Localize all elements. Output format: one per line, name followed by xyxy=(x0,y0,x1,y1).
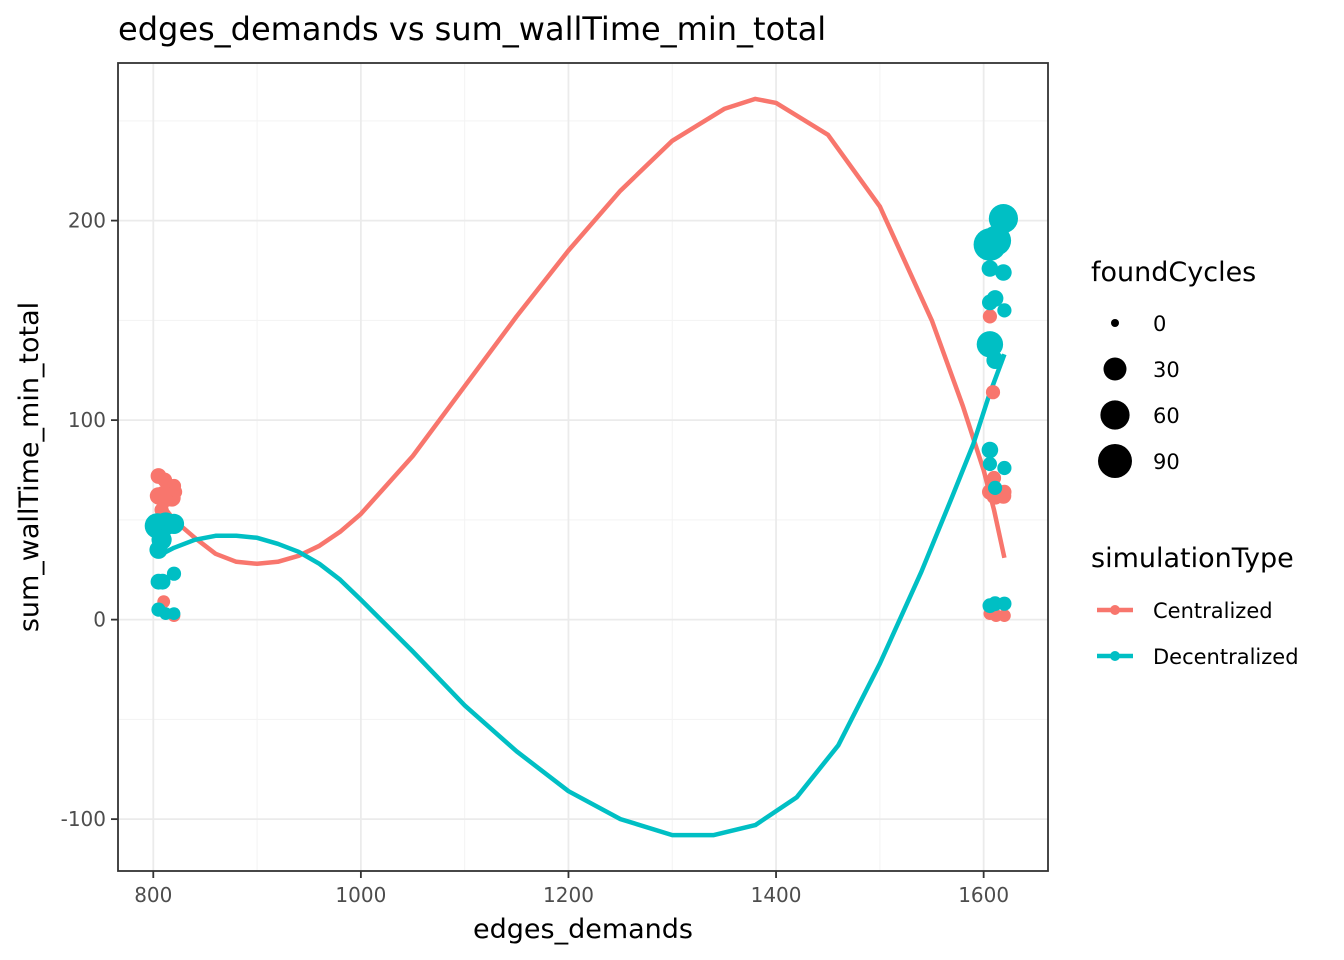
y-tick-label: 100 xyxy=(68,408,106,432)
data-point-centralized xyxy=(998,609,1011,622)
color-legend: simulationType Centralized Decentralized xyxy=(1091,543,1299,669)
major-gridlines xyxy=(118,63,1048,871)
data-point-decentralized xyxy=(976,331,1004,358)
data-point-decentralized xyxy=(154,573,171,590)
x-tick-label: 800 xyxy=(134,883,172,907)
y-tick-label: 200 xyxy=(68,209,106,233)
color-legend-label: Decentralized xyxy=(1153,645,1299,669)
x-axis-title: edges_demands xyxy=(473,914,693,945)
size-legend-key xyxy=(1111,319,1119,327)
plot-panel xyxy=(117,62,1049,872)
data-point-decentralized xyxy=(982,456,998,472)
x-tick-label: 1600 xyxy=(958,883,1009,907)
data-point-centralized xyxy=(982,309,998,324)
data-point-decentralized xyxy=(166,566,182,581)
data-point-decentralized xyxy=(973,228,1007,261)
y-axis-title: sum_wallTime_min_total xyxy=(14,302,45,632)
chart-title: edges_demands vs sum_wallTime_min_total xyxy=(118,10,826,48)
data-point-decentralized xyxy=(167,607,181,620)
size-legend-key xyxy=(1100,400,1130,430)
data-point-decentralized xyxy=(149,540,168,559)
data-point-decentralized xyxy=(997,303,1012,318)
minor-gridlines xyxy=(118,63,1048,871)
x-tick-label: 1200 xyxy=(543,883,594,907)
data-point-decentralized xyxy=(163,513,185,535)
size-legend: foundCycles 0 30 60 90 xyxy=(1091,257,1256,478)
data-point-centralized xyxy=(985,385,1001,400)
x-tick-label: 1400 xyxy=(751,883,802,907)
x-tick-label: 1000 xyxy=(335,883,386,907)
size-legend-label: 90 xyxy=(1153,450,1180,474)
size-legend-label: 60 xyxy=(1153,404,1180,428)
color-legend-dot xyxy=(1110,605,1120,615)
smooth-line-decentralized xyxy=(157,353,1007,838)
panel-border xyxy=(117,62,1049,872)
data-point-decentralized xyxy=(982,294,998,311)
smooth-line-centralized xyxy=(156,96,1007,567)
size-legend-label: 0 xyxy=(1153,312,1166,336)
panel-background xyxy=(118,63,1048,871)
size-legend-title: foundCycles xyxy=(1091,257,1256,288)
size-legend-label: 30 xyxy=(1153,358,1180,382)
data-point-decentralized xyxy=(981,441,999,459)
color-legend-label: Centralized xyxy=(1153,599,1273,623)
color-legend-dot xyxy=(1110,651,1120,661)
data-point-decentralized xyxy=(995,264,1012,281)
data-point-decentralized xyxy=(988,480,1003,495)
data-points xyxy=(144,204,1019,622)
y-axis: -100 0 100 200 xyxy=(61,209,118,831)
data-point-decentralized xyxy=(997,460,1012,476)
y-tick-label: 0 xyxy=(93,608,106,632)
color-legend-entries: Centralized Decentralized xyxy=(1097,599,1299,669)
size-legend-key xyxy=(1098,444,1132,478)
data-point-decentralized xyxy=(997,596,1012,611)
size-legend-entries: 0 30 60 90 xyxy=(1098,312,1180,478)
x-axis: 800 1000 1200 1400 1600 xyxy=(134,871,1009,907)
y-tick-label: -100 xyxy=(61,807,106,831)
data-point-decentralized xyxy=(981,260,999,277)
data-point-decentralized xyxy=(986,351,1004,369)
size-legend-key xyxy=(1103,357,1127,381)
smooth-curves xyxy=(156,96,1007,838)
color-legend-title: simulationType xyxy=(1091,543,1294,574)
